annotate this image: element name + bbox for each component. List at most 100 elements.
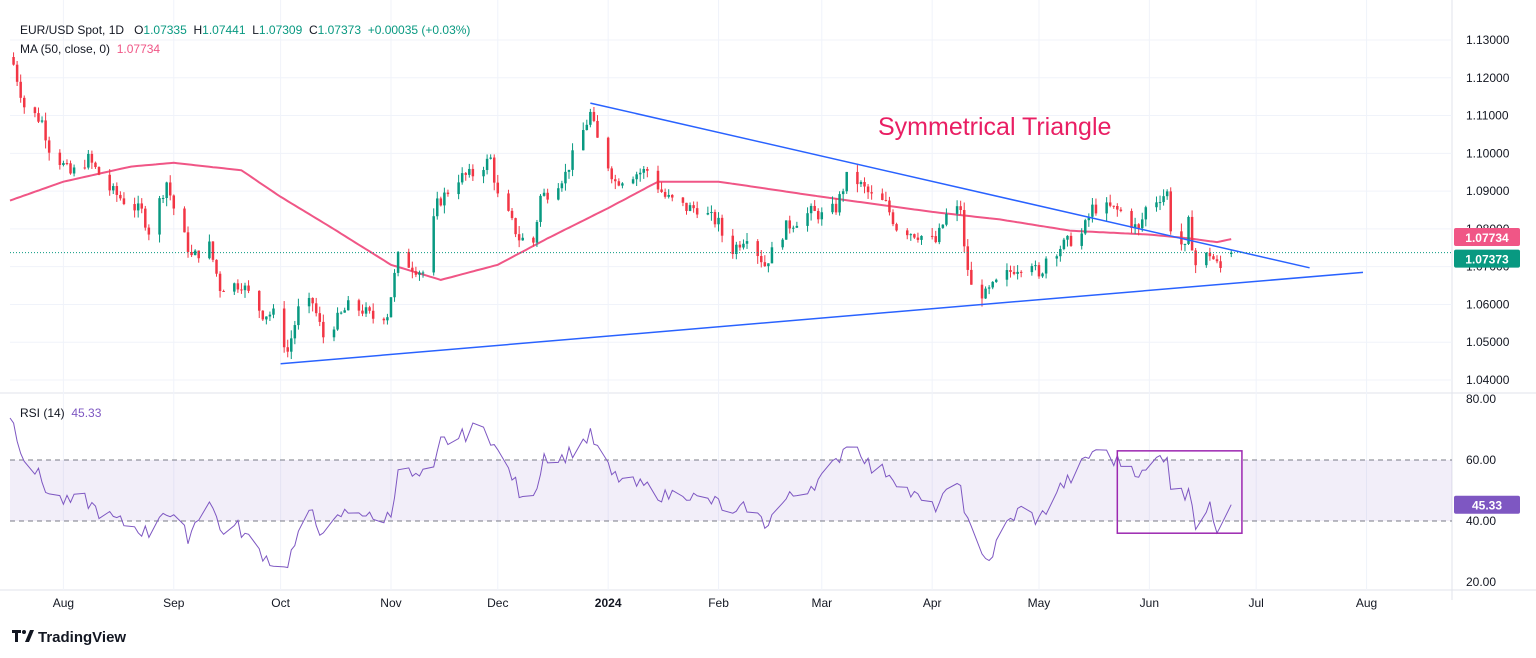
price-tick-label: 1.06000 xyxy=(1466,297,1510,311)
time-tick-label: Apr xyxy=(923,596,942,610)
candle-down xyxy=(1137,224,1140,229)
candle-down xyxy=(108,174,111,191)
pattern-annotation: Symmetrical Triangle xyxy=(878,113,1112,141)
candle-up xyxy=(735,244,738,255)
candle-up xyxy=(806,213,809,226)
candle-up xyxy=(638,172,642,175)
candle-up xyxy=(485,158,489,171)
rsi-tick-label: 80.00 xyxy=(1466,392,1496,406)
candle-up xyxy=(265,316,268,320)
time-tick-label: 2024 xyxy=(595,596,622,610)
candle-down xyxy=(97,167,101,175)
candle-down xyxy=(1215,259,1219,262)
price-tick-label: 1.04000 xyxy=(1466,373,1510,387)
candle-up xyxy=(460,173,464,183)
candle-down xyxy=(916,237,920,240)
candle-up xyxy=(87,153,90,168)
candle-up xyxy=(307,297,311,307)
candle-up xyxy=(984,288,987,299)
candle-down xyxy=(617,181,621,186)
candle-down xyxy=(90,153,94,163)
candle-down xyxy=(966,246,970,270)
candle-up xyxy=(1030,266,1034,273)
candle-down xyxy=(1009,270,1012,272)
rsi-band xyxy=(10,459,1452,522)
candle-up xyxy=(938,227,941,243)
candle-up xyxy=(457,182,460,195)
candle-up xyxy=(1187,216,1190,244)
candle-down xyxy=(606,137,610,169)
candle-down xyxy=(532,237,535,243)
candle-down xyxy=(1116,206,1119,210)
candle-down xyxy=(115,186,119,195)
candle-up xyxy=(859,182,863,185)
candle-down xyxy=(371,310,375,319)
candle-down xyxy=(663,192,667,197)
time-tick-label: Dec xyxy=(487,596,508,610)
time-tick-label: Sep xyxy=(163,596,185,610)
brand-logo[interactable]: TradingView xyxy=(12,629,126,646)
time-tick-label: Jul xyxy=(1249,596,1264,610)
candle-down xyxy=(172,195,176,209)
ma-badge-text: 1.07734 xyxy=(1465,231,1509,245)
candle-down xyxy=(905,230,909,236)
candle-down xyxy=(614,179,617,182)
candle-down xyxy=(222,291,225,293)
candle-up xyxy=(589,111,592,125)
candle-up xyxy=(585,124,589,131)
candle-up xyxy=(564,171,567,184)
candle-down xyxy=(261,310,265,320)
candle-down xyxy=(186,232,190,252)
candle-down xyxy=(646,169,649,171)
symbol-label: EUR/USD Spot, 1D xyxy=(20,23,125,37)
candle-up xyxy=(272,308,275,315)
candle-down xyxy=(1069,235,1073,246)
candle-down xyxy=(122,198,126,205)
time-tick-label: Nov xyxy=(380,596,401,610)
candle-up xyxy=(436,198,439,217)
low-value: 1.07309 xyxy=(258,23,303,37)
candle-down xyxy=(891,212,895,225)
candle-down xyxy=(510,210,514,219)
candle-down xyxy=(656,170,660,190)
candle-up xyxy=(208,241,211,259)
candle-up xyxy=(1205,252,1208,266)
candle-down xyxy=(464,173,467,175)
candle-down xyxy=(816,210,820,220)
ma-value: 1.07734 xyxy=(116,42,161,56)
candle-up xyxy=(432,216,435,273)
candle-up xyxy=(920,235,923,240)
candle-down xyxy=(318,313,322,322)
change-value: +0.00035 (+0.03%) xyxy=(367,23,471,37)
candle-down xyxy=(382,318,386,321)
candle-down xyxy=(695,208,699,215)
candle-up xyxy=(781,239,784,248)
candle-down xyxy=(140,203,143,209)
candle-up xyxy=(233,283,236,292)
candle-down xyxy=(215,259,218,274)
candle-up xyxy=(784,220,788,240)
candle-up xyxy=(1155,202,1158,208)
candle-up xyxy=(1080,233,1083,246)
candle-up xyxy=(535,221,539,243)
price-badge-text: 1.07373 xyxy=(1465,253,1509,267)
candle-up xyxy=(158,198,161,235)
candle-up xyxy=(193,250,197,256)
candle-up xyxy=(581,130,585,151)
candles xyxy=(12,52,1233,360)
candle-up xyxy=(1016,271,1019,274)
candle-down xyxy=(962,210,966,247)
candle-down xyxy=(517,234,521,241)
candle-down xyxy=(471,168,475,177)
candle-down xyxy=(12,57,15,65)
candle-up xyxy=(991,281,994,288)
candle-up xyxy=(489,157,492,159)
candle-down xyxy=(1012,271,1016,274)
candle-down xyxy=(218,273,222,292)
candle-down xyxy=(368,307,371,311)
candle-down xyxy=(357,300,361,311)
candle-down xyxy=(760,256,763,263)
time-tick-label: Oct xyxy=(271,596,290,610)
rsi-legend: RSI (14) 45.33 xyxy=(20,406,101,420)
candle-up xyxy=(571,150,574,170)
